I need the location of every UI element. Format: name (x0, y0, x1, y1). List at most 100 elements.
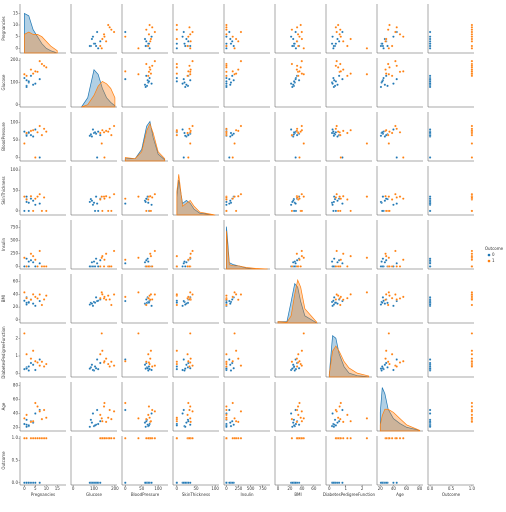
point (470, 133, 474, 137)
y-tick-label: 1.0 (12, 435, 19, 440)
point (428, 412, 432, 415)
y-axis-label: Insulin (1, 237, 6, 251)
point (110, 417, 113, 421)
point (189, 73, 192, 76)
point (428, 134, 432, 137)
point (31, 72, 35, 75)
point (145, 420, 148, 423)
point (337, 74, 341, 78)
point (346, 413, 349, 417)
point (25, 303, 28, 306)
point (225, 360, 228, 363)
point (470, 293, 474, 296)
point (225, 481, 228, 484)
point (101, 420, 104, 423)
point (365, 256, 369, 259)
point (470, 131, 474, 135)
point (96, 422, 100, 426)
point (88, 265, 92, 268)
point (186, 131, 189, 135)
point (390, 198, 394, 201)
point (383, 261, 387, 264)
point (336, 199, 339, 202)
point (346, 74, 349, 78)
point (191, 124, 194, 128)
point (339, 197, 342, 200)
point (295, 265, 299, 268)
point (385, 293, 388, 296)
point (390, 353, 394, 356)
point (341, 30, 344, 34)
point (124, 202, 127, 205)
point (388, 66, 391, 69)
point (386, 44, 389, 48)
point (112, 410, 116, 413)
point (225, 64, 228, 67)
point (339, 35, 342, 38)
point (90, 363, 94, 366)
point (99, 361, 102, 365)
point (382, 47, 385, 50)
point (234, 349, 238, 352)
point (29, 74, 33, 78)
point (292, 42, 296, 45)
point (147, 260, 150, 263)
point (336, 209, 340, 213)
point (187, 70, 190, 73)
point (225, 405, 228, 408)
point (95, 202, 99, 205)
point (147, 353, 150, 356)
point (103, 360, 106, 363)
point (29, 197, 33, 200)
point (292, 261, 295, 264)
point (332, 425, 336, 428)
point (231, 35, 234, 38)
point (191, 293, 194, 296)
point (428, 299, 432, 303)
point (31, 302, 35, 305)
point (104, 298, 108, 301)
point (101, 128, 104, 132)
point (93, 209, 97, 213)
point (186, 74, 189, 78)
point (339, 417, 342, 421)
point (394, 293, 397, 296)
point (175, 66, 179, 69)
point (225, 131, 228, 135)
point (183, 42, 186, 45)
y-axis-label: BloodPressure (1, 122, 6, 151)
point (187, 40, 190, 43)
point (290, 437, 294, 440)
point (40, 133, 44, 137)
point (298, 437, 301, 440)
point (25, 265, 28, 268)
point (428, 209, 432, 213)
point (390, 74, 394, 78)
y-tick-label: 0 (15, 371, 18, 376)
point (225, 200, 228, 204)
x-axis-label: BMI (294, 492, 301, 497)
point (91, 304, 95, 308)
point (99, 40, 102, 43)
point (150, 304, 153, 308)
point (175, 133, 179, 137)
kde-area (226, 226, 268, 270)
point (181, 412, 184, 415)
point (402, 156, 405, 159)
point (339, 437, 342, 440)
point (108, 265, 111, 268)
point (299, 416, 302, 419)
point (229, 42, 233, 45)
point (349, 209, 352, 213)
point (45, 294, 48, 297)
point (112, 124, 116, 128)
point (187, 258, 190, 261)
y-tick-label: 100 (10, 167, 18, 172)
point (36, 131, 39, 134)
point (94, 44, 98, 48)
point (398, 361, 402, 364)
point (336, 265, 340, 268)
point (392, 368, 395, 372)
point (34, 368, 37, 372)
x-tick-label: 100 (90, 486, 98, 491)
